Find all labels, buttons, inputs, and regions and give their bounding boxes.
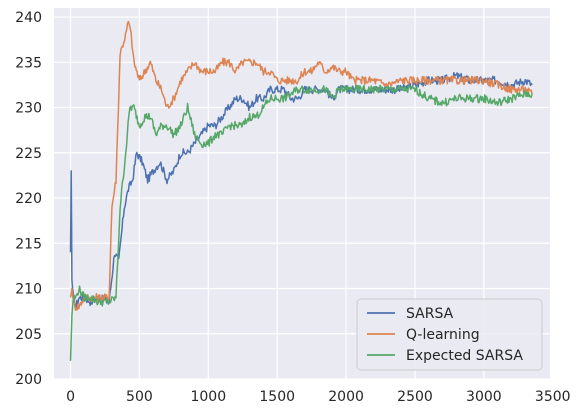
x-tick-label: 2500 <box>397 389 433 405</box>
legend: SARSA Q-learning Expected SARSA <box>357 299 542 370</box>
x-tick-label: 1500 <box>259 389 295 405</box>
y-tick-label: 225 <box>15 146 42 162</box>
y-tick-label: 210 <box>15 282 42 298</box>
y-tick-label: 215 <box>15 236 42 252</box>
y-tick-label: 235 <box>15 55 42 71</box>
legend-label-sarsa: SARSA <box>406 306 454 322</box>
x-tick-label: 0 <box>66 389 75 405</box>
y-tick-label: 230 <box>15 101 42 117</box>
y-tick-label: 240 <box>15 10 42 26</box>
legend-label-q-learning: Q-learning <box>406 327 480 343</box>
x-tick-label: 500 <box>126 389 153 405</box>
x-axis-ticks: 0 500 1000 1500 2000 2500 3000 3500 <box>66 389 571 405</box>
legend-label-expected-sarsa: Expected SARSA <box>406 348 523 364</box>
y-axis-ticks: 200 205 210 215 220 225 230 235 240 <box>15 10 42 388</box>
x-tick-label: 3500 <box>535 389 571 405</box>
y-tick-label: 200 <box>15 372 42 388</box>
y-tick-label: 220 <box>15 191 42 207</box>
y-tick-label: 205 <box>15 327 42 343</box>
x-tick-label: 3000 <box>466 389 502 405</box>
x-tick-label: 1000 <box>190 389 226 405</box>
x-tick-label: 2000 <box>328 389 364 405</box>
